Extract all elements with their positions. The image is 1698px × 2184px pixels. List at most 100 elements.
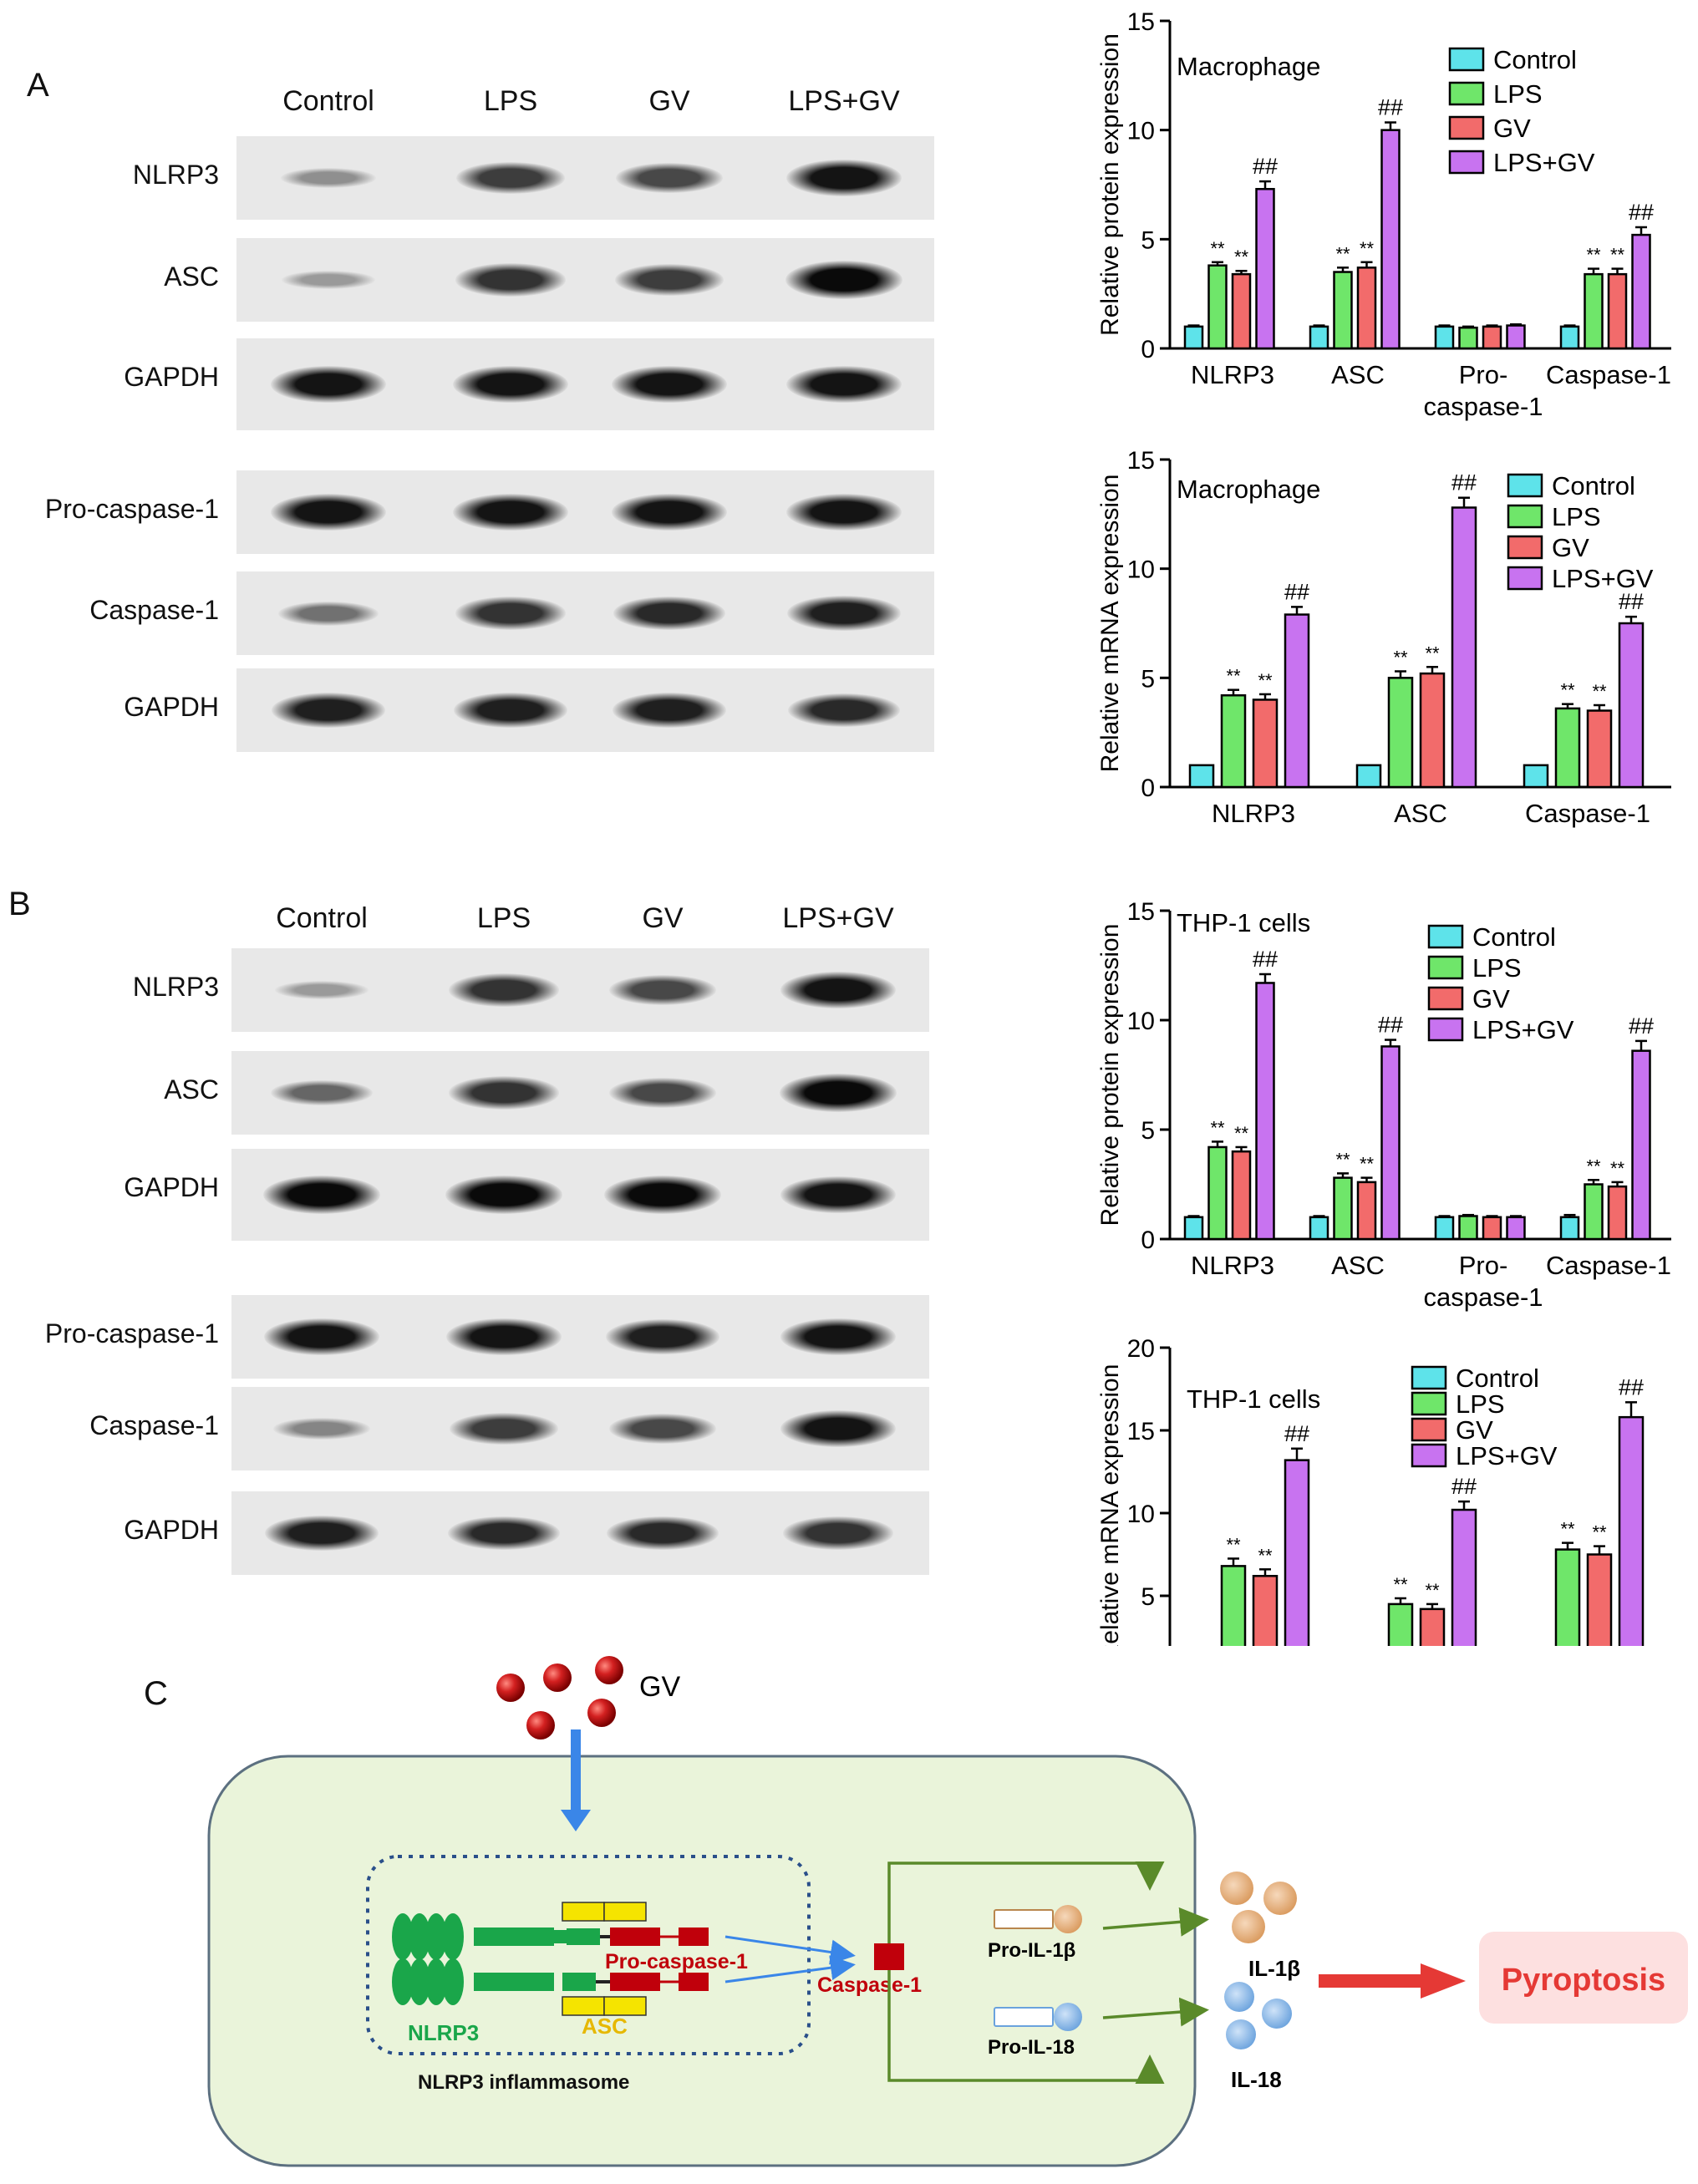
significance-label: ## xyxy=(1629,1013,1654,1039)
blot-band xyxy=(787,595,901,632)
blot-band xyxy=(455,263,566,297)
legend-swatch xyxy=(1448,47,1485,72)
bar xyxy=(1380,1045,1401,1241)
blot-band xyxy=(271,493,386,531)
significance-label: ## xyxy=(1619,589,1644,614)
legend-label: LPS+GV xyxy=(1456,1441,1558,1470)
blot-band xyxy=(271,365,386,404)
lane-label: Control xyxy=(276,902,368,934)
lane-label: GV xyxy=(642,902,684,934)
bar xyxy=(1559,1216,1580,1241)
significance-label: ** xyxy=(1586,1155,1601,1176)
legend-swatch xyxy=(1427,924,1464,949)
y-tick-label: 15 xyxy=(1127,447,1155,475)
significance-label: ** xyxy=(1425,1580,1440,1601)
legend-swatch xyxy=(1427,986,1464,1011)
significance-label: ** xyxy=(1234,1123,1249,1144)
caspase-1-label: Caspase-1 xyxy=(817,1973,922,1997)
bar xyxy=(1419,672,1446,789)
pro-caspase-label: Pro-caspase-1 xyxy=(605,1950,748,1973)
bar xyxy=(1419,1608,1446,1646)
x-tick-label: ASC xyxy=(1331,1251,1385,1280)
significance-label: ** xyxy=(1586,245,1601,266)
pyroptosis-label: Pyroptosis xyxy=(1502,1963,1665,1998)
lane-label: LPS xyxy=(476,902,531,934)
significance-label: ** xyxy=(1258,1545,1273,1566)
bar xyxy=(1284,1459,1310,1646)
bar xyxy=(1607,1185,1628,1241)
y-tick-label: 15 xyxy=(1127,1418,1155,1445)
legend-label: GV xyxy=(1552,533,1589,562)
bar xyxy=(1618,622,1645,789)
significance-label: ** xyxy=(1592,1522,1607,1543)
blot-row-label: NLRP3 xyxy=(132,972,219,1002)
significance-label: ## xyxy=(1378,95,1403,120)
caspase-1-icon xyxy=(874,1943,904,1970)
bar xyxy=(1356,267,1377,350)
blot-row-label: Caspase-1 xyxy=(89,595,219,625)
x-tick-label: Pro- xyxy=(1459,360,1508,389)
bar xyxy=(1559,325,1580,350)
significance-label: ** xyxy=(1210,238,1225,259)
significance-label: ** xyxy=(1425,643,1440,663)
legend-swatch xyxy=(1448,81,1485,106)
blot-band xyxy=(449,973,559,1007)
significance-label: ** xyxy=(1393,1574,1408,1595)
legend-label: GV xyxy=(1493,114,1531,143)
bar xyxy=(1333,1176,1353,1241)
nlrp3-complex-icon xyxy=(392,1902,709,1960)
bar xyxy=(1434,1216,1455,1241)
bar xyxy=(1188,764,1215,789)
y-tick-label: 20 xyxy=(1127,1335,1155,1363)
bar xyxy=(1586,1553,1613,1646)
y-tick-label: 5 xyxy=(1141,1117,1155,1145)
y-axis-label: Relative protein expression xyxy=(1096,33,1124,336)
blot-row-label: GAPDH xyxy=(124,1515,219,1545)
bar xyxy=(1618,1415,1645,1646)
y-tick-label: 5 xyxy=(1141,1583,1155,1611)
legend-swatch xyxy=(1448,150,1485,175)
y-tick-label: 10 xyxy=(1127,556,1155,584)
x-tick-label: NLRP3 xyxy=(1191,1251,1274,1280)
panel-label-c: C xyxy=(144,1675,168,1712)
blot-band xyxy=(783,1516,893,1550)
legend-label: GV xyxy=(1472,984,1510,1013)
blot-band xyxy=(272,692,385,729)
blot-band xyxy=(453,493,568,531)
bar xyxy=(1183,325,1204,350)
arrow-icon xyxy=(724,1955,856,1983)
bar xyxy=(1631,233,1651,350)
bar xyxy=(1506,1216,1526,1241)
blot-band xyxy=(604,1176,721,1214)
x-tick-label: Caspase-1 xyxy=(1546,360,1671,389)
blot-band xyxy=(445,1176,562,1214)
pyroptosis-box xyxy=(1479,1932,1688,2024)
bar xyxy=(1220,693,1247,789)
bar xyxy=(1584,1183,1604,1241)
bar xyxy=(1333,271,1353,350)
blot-band xyxy=(786,159,902,197)
inflammasome-label: NLRP3 inflammasome xyxy=(418,2071,629,2094)
bar xyxy=(1231,272,1252,350)
significance-label: ## xyxy=(1451,1474,1477,1499)
significance-label: ** xyxy=(1360,1154,1375,1175)
blot-band xyxy=(607,1516,719,1551)
bar xyxy=(1255,982,1275,1241)
nlrp3-label: NLRP3 xyxy=(408,2020,479,2045)
significance-label: ## xyxy=(1284,1421,1309,1446)
panel-label-a: A xyxy=(27,67,49,104)
blot-band xyxy=(612,493,727,531)
y-tick-label: 5 xyxy=(1141,226,1155,254)
bar xyxy=(1482,1216,1502,1241)
blot-row-label: Pro-caspase-1 xyxy=(44,1318,219,1348)
bar xyxy=(1252,698,1279,789)
x-tick-label: caspase-1 xyxy=(1423,1282,1543,1312)
pro-il-1b-label: Pro-IL-1β xyxy=(988,1939,1075,1962)
y-tick-label: 0 xyxy=(1141,336,1155,363)
bar xyxy=(1252,1574,1279,1646)
blot-band xyxy=(265,1515,379,1552)
bar xyxy=(1506,324,1526,350)
bar xyxy=(1356,1181,1377,1241)
